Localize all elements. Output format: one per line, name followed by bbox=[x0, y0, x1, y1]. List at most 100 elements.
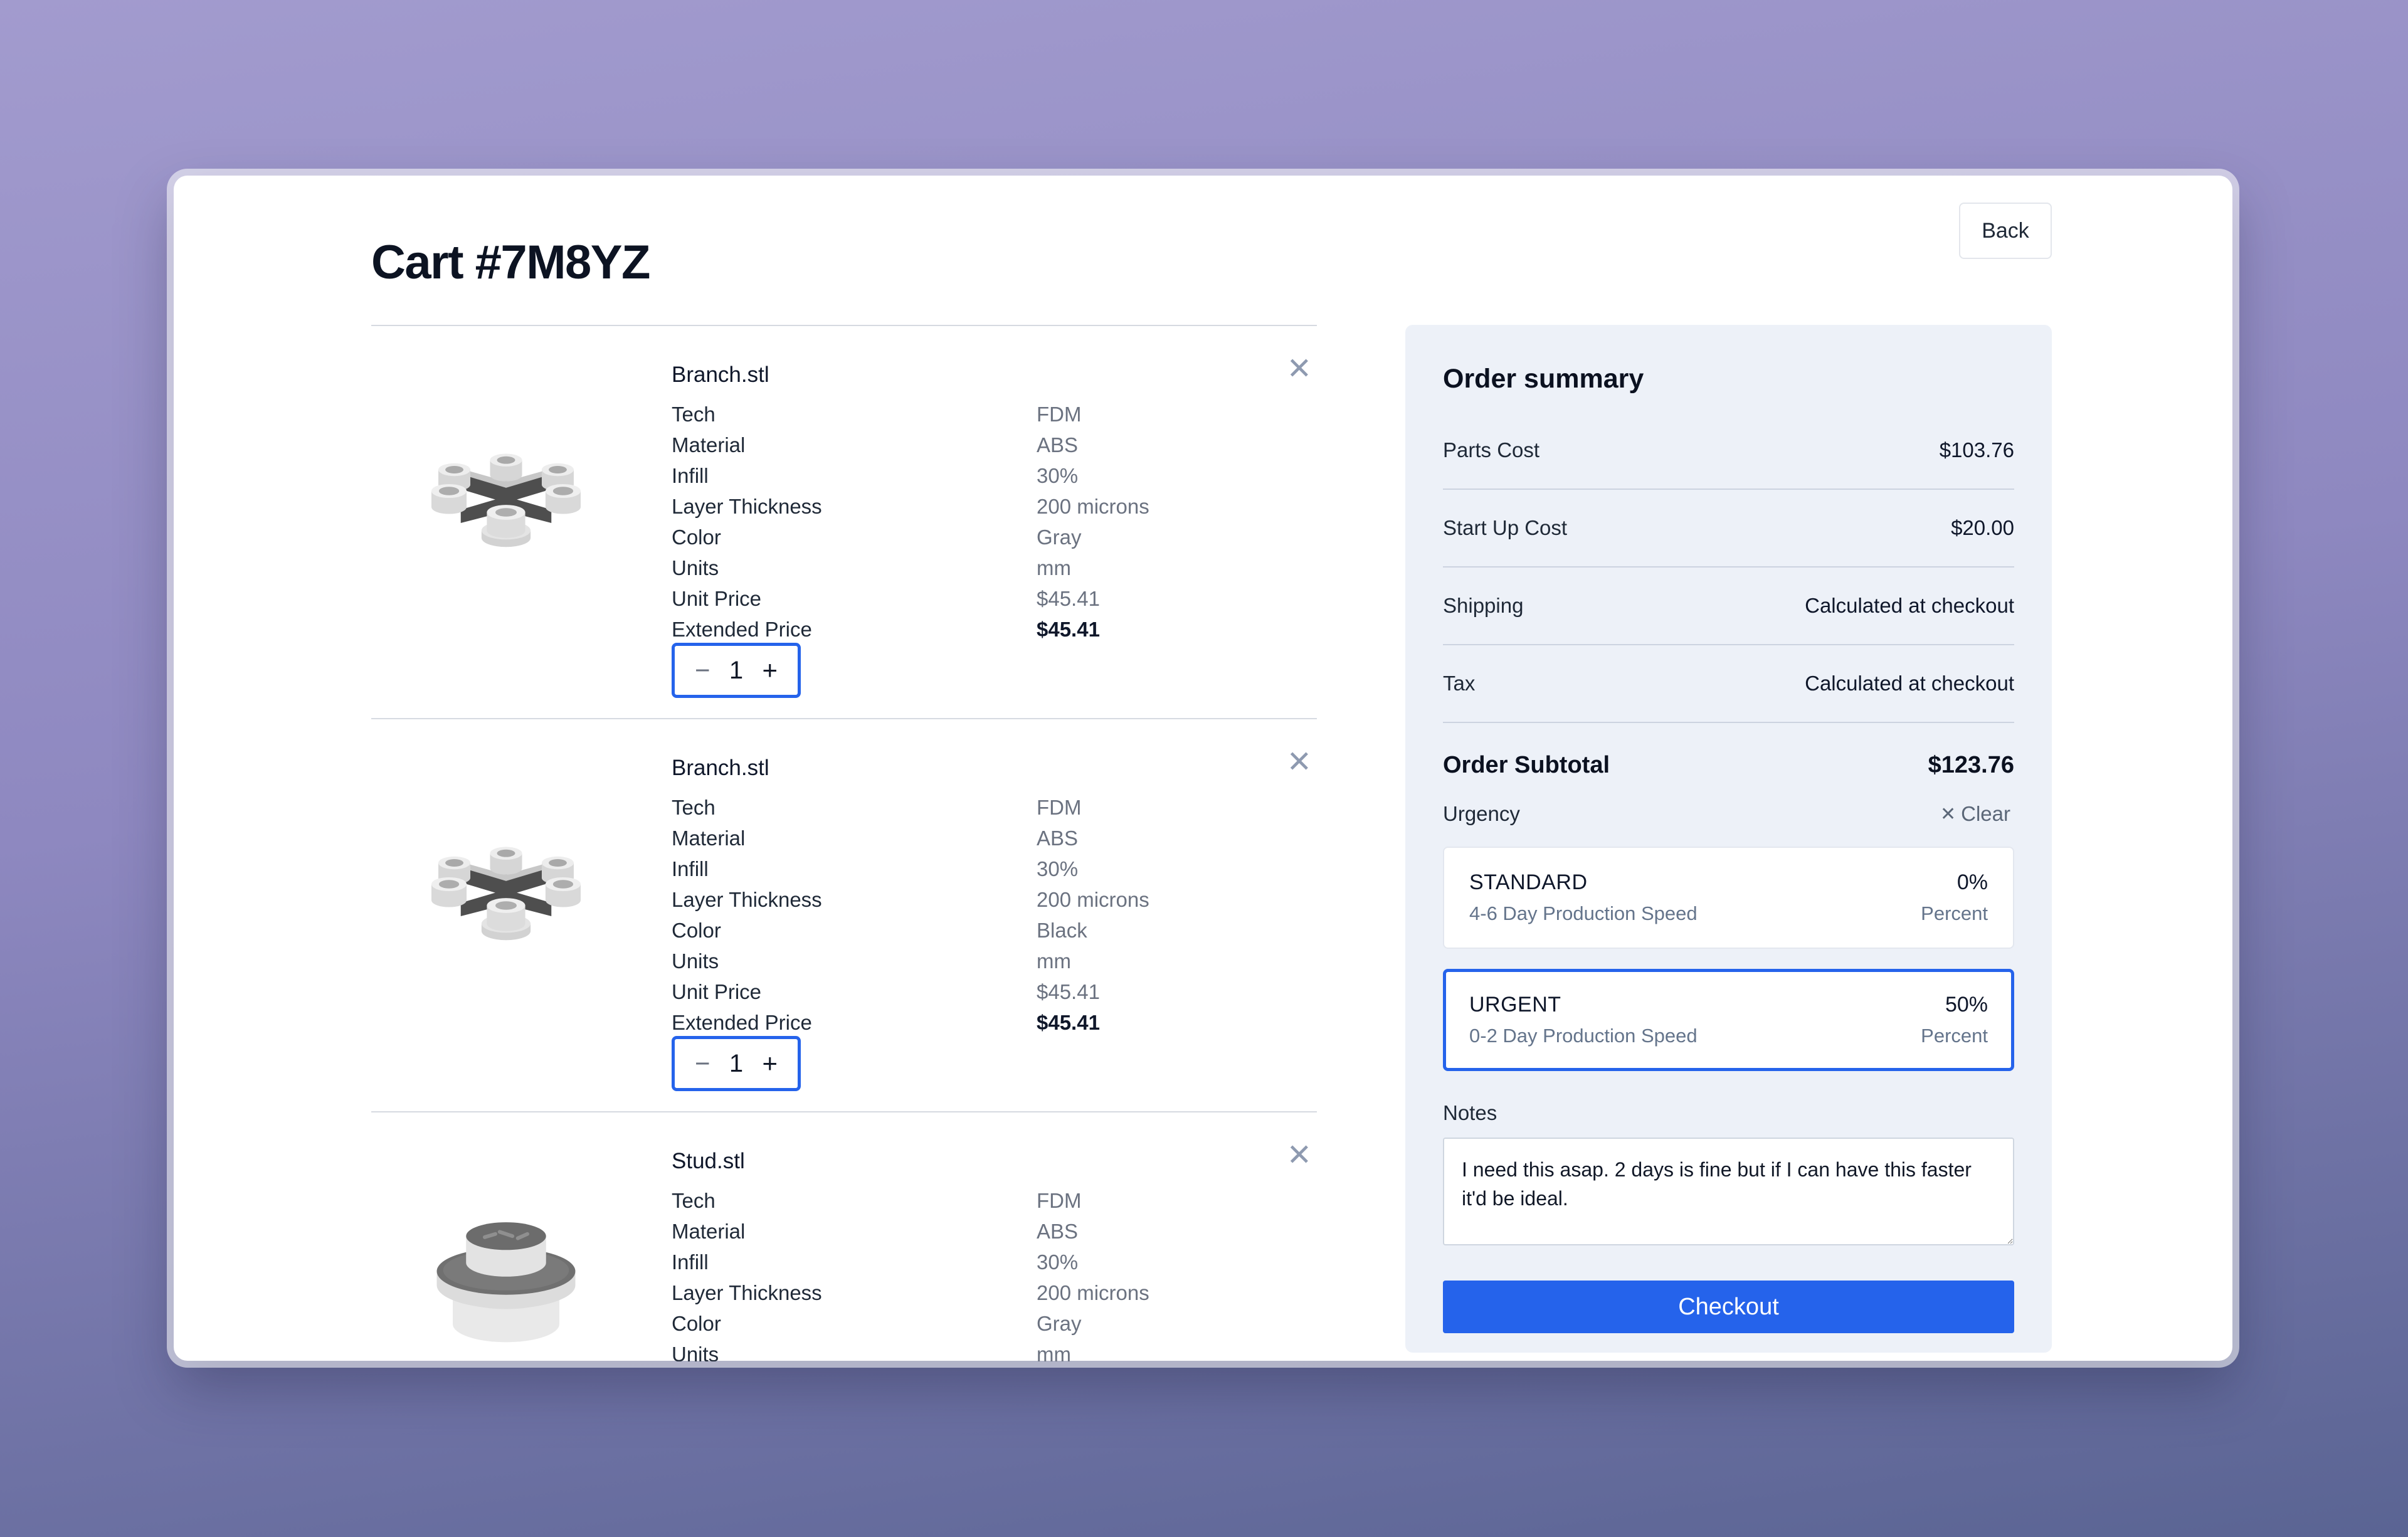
option-unit: Percent bbox=[1921, 1025, 1988, 1047]
spec-value: Black bbox=[1037, 918, 1087, 942]
spec-value: mm bbox=[1037, 949, 1071, 973]
order-subtotal-row: Order Subtotal $123.76 bbox=[1443, 723, 2014, 791]
quantity-value: 1 bbox=[729, 1049, 744, 1077]
summary-row-value: Calculated at checkout bbox=[1805, 594, 2014, 617]
increase-quantity-button[interactable]: + bbox=[758, 1048, 781, 1079]
item-specs: Tech FDM Material ABS Infill 30% Layer Thic… bbox=[672, 399, 1317, 645]
urgency-option-urgent[interactable]: URGENT 0-2 Day Production Speed 50% Perc… bbox=[1443, 969, 2014, 1071]
summary-row-parts-cost: Parts Cost $103.76 bbox=[1443, 412, 2014, 490]
order-subtotal-label: Order Subtotal bbox=[1443, 752, 1610, 778]
spec-label: Unit Price bbox=[672, 586, 762, 610]
spec-label: Unit Price bbox=[672, 980, 762, 1003]
item-thumbnail-branch bbox=[399, 801, 613, 989]
summary-row-startup-cost: Start Up Cost $20.00 bbox=[1443, 490, 2014, 568]
spec-value-extended-price: $45.41 bbox=[1037, 617, 1100, 641]
notes-label: Notes bbox=[1443, 1101, 1497, 1124]
notes-textarea[interactable]: I need this asap. 2 days is fine but if … bbox=[1443, 1138, 2014, 1245]
spec-label: Extended Price bbox=[672, 617, 812, 641]
remove-item-icon[interactable]: ✕ bbox=[1283, 354, 1316, 385]
summary-row-shipping: Shipping Calculated at checkout bbox=[1443, 568, 2014, 645]
spec-value: ABS bbox=[1037, 1219, 1079, 1243]
spec-label: Material bbox=[672, 1219, 746, 1243]
option-name: STANDARD bbox=[1469, 870, 1588, 894]
summary-row-value: $20.00 bbox=[1951, 516, 2014, 539]
cart-item: Branch.stl ✕ Tech FDM Material ABS Infill 3… bbox=[371, 718, 1317, 1111]
spec-label: Color bbox=[672, 1311, 721, 1335]
spec-value: 200 microns bbox=[1037, 887, 1149, 911]
cart-items-list: Branch.stl ✕ Tech FDM Material ABS Infill 3… bbox=[371, 325, 1317, 1361]
spec-value: $45.41 bbox=[1037, 586, 1100, 610]
option-description: 4-6 Day Production Speed bbox=[1469, 902, 1698, 924]
spec-label: Layer Thickness bbox=[672, 887, 822, 911]
spec-label: Color bbox=[672, 525, 721, 549]
spec-label: Tech bbox=[672, 795, 716, 819]
cart-item: Stud.stl ✕ Tech FDM Material ABS Infill 30%… bbox=[371, 1111, 1317, 1361]
spec-value: ABS bbox=[1037, 826, 1079, 850]
spec-label: Material bbox=[672, 826, 746, 850]
option-value: 50% bbox=[1945, 993, 1988, 1017]
item-name: Branch.stl bbox=[672, 362, 769, 387]
remove-item-icon[interactable]: ✕ bbox=[1283, 1140, 1316, 1171]
decrease-quantity-button[interactable]: − bbox=[691, 655, 714, 686]
clear-urgency-button[interactable]: ✕ Clear bbox=[1936, 801, 2014, 827]
spec-label: Infill bbox=[672, 463, 709, 487]
quantity-value: 1 bbox=[729, 656, 744, 684]
spec-label: Extended Price bbox=[672, 1010, 812, 1034]
summary-row-label: Start Up Cost bbox=[1443, 516, 1568, 539]
spec-label: Color bbox=[672, 918, 721, 942]
spec-label: Layer Thickness bbox=[672, 494, 822, 518]
spec-value: 30% bbox=[1037, 463, 1079, 487]
summary-row-label: Shipping bbox=[1443, 594, 1524, 617]
spec-value: 200 microns bbox=[1037, 494, 1149, 518]
spec-value: FDM bbox=[1037, 795, 1082, 819]
spec-label: Layer Thickness bbox=[672, 1281, 822, 1304]
urgency-label: Urgency bbox=[1443, 802, 1520, 825]
option-description: 0-2 Day Production Speed bbox=[1469, 1025, 1698, 1047]
checkout-button[interactable]: Checkout bbox=[1443, 1281, 2014, 1333]
spec-value: 200 microns bbox=[1037, 1281, 1149, 1304]
item-name: Branch.stl bbox=[672, 756, 769, 780]
cart-item: Branch.stl ✕ Tech FDM Material ABS Infill 3… bbox=[371, 325, 1317, 718]
clear-label: Clear bbox=[1961, 802, 2010, 825]
order-summary-title: Order summary bbox=[1443, 364, 1644, 394]
spec-label: Tech bbox=[672, 1188, 716, 1212]
spec-value: Gray bbox=[1037, 1311, 1082, 1335]
item-specs: Tech FDM Material ABS Infill 30% Layer Thic… bbox=[672, 792, 1317, 1038]
summary-rows: Parts Cost $103.76 Start Up Cost $20.00 Sh… bbox=[1443, 412, 2014, 723]
spec-value: 30% bbox=[1037, 857, 1079, 880]
spec-value: Gray bbox=[1037, 525, 1082, 549]
spec-label: Material bbox=[672, 433, 746, 457]
order-summary-panel: Order summary Parts Cost $103.76 Start Up… bbox=[1405, 325, 2052, 1353]
summary-row-value: Calculated at checkout bbox=[1805, 672, 2014, 695]
item-specs: Tech FDM Material ABS Infill 30% Layer Thic… bbox=[672, 1185, 1317, 1362]
quantity-stepper[interactable]: − 1 + bbox=[672, 1036, 801, 1091]
spec-label: Infill bbox=[672, 857, 709, 880]
quantity-stepper[interactable]: − 1 + bbox=[672, 643, 801, 698]
summary-row-tax: Tax Calculated at checkout bbox=[1443, 645, 2014, 723]
clear-x-icon: ✕ bbox=[1940, 803, 1956, 825]
spec-label: Units bbox=[672, 556, 719, 579]
decrease-quantity-button[interactable]: − bbox=[691, 1048, 714, 1079]
page-title: Cart #7M8YZ bbox=[371, 235, 650, 289]
cart-card: Cart #7M8YZ Back bbox=[174, 176, 2232, 1361]
spec-value: FDM bbox=[1037, 1188, 1082, 1212]
urgency-option-standard[interactable]: STANDARD 4-6 Day Production Speed 0% Per… bbox=[1443, 847, 2014, 949]
order-subtotal-value: $123.76 bbox=[1928, 752, 2014, 778]
spec-value: 30% bbox=[1037, 1250, 1079, 1274]
spec-value: mm bbox=[1037, 556, 1071, 579]
spec-value: mm bbox=[1037, 1342, 1071, 1362]
option-value: 0% bbox=[1956, 870, 1988, 894]
spec-value: FDM bbox=[1037, 402, 1082, 426]
summary-row-value: $103.76 bbox=[1939, 438, 2014, 462]
option-unit: Percent bbox=[1921, 902, 1988, 924]
increase-quantity-button[interactable]: + bbox=[758, 655, 781, 686]
spec-label: Units bbox=[672, 1342, 719, 1362]
option-name: URGENT bbox=[1469, 993, 1561, 1017]
back-button[interactable]: Back bbox=[1959, 203, 2052, 259]
spec-label: Infill bbox=[672, 1250, 709, 1274]
remove-item-icon[interactable]: ✕ bbox=[1283, 747, 1316, 778]
item-name: Stud.stl bbox=[672, 1149, 745, 1173]
spec-label: Tech bbox=[672, 402, 716, 426]
spec-value-extended-price: $45.41 bbox=[1037, 1010, 1100, 1034]
